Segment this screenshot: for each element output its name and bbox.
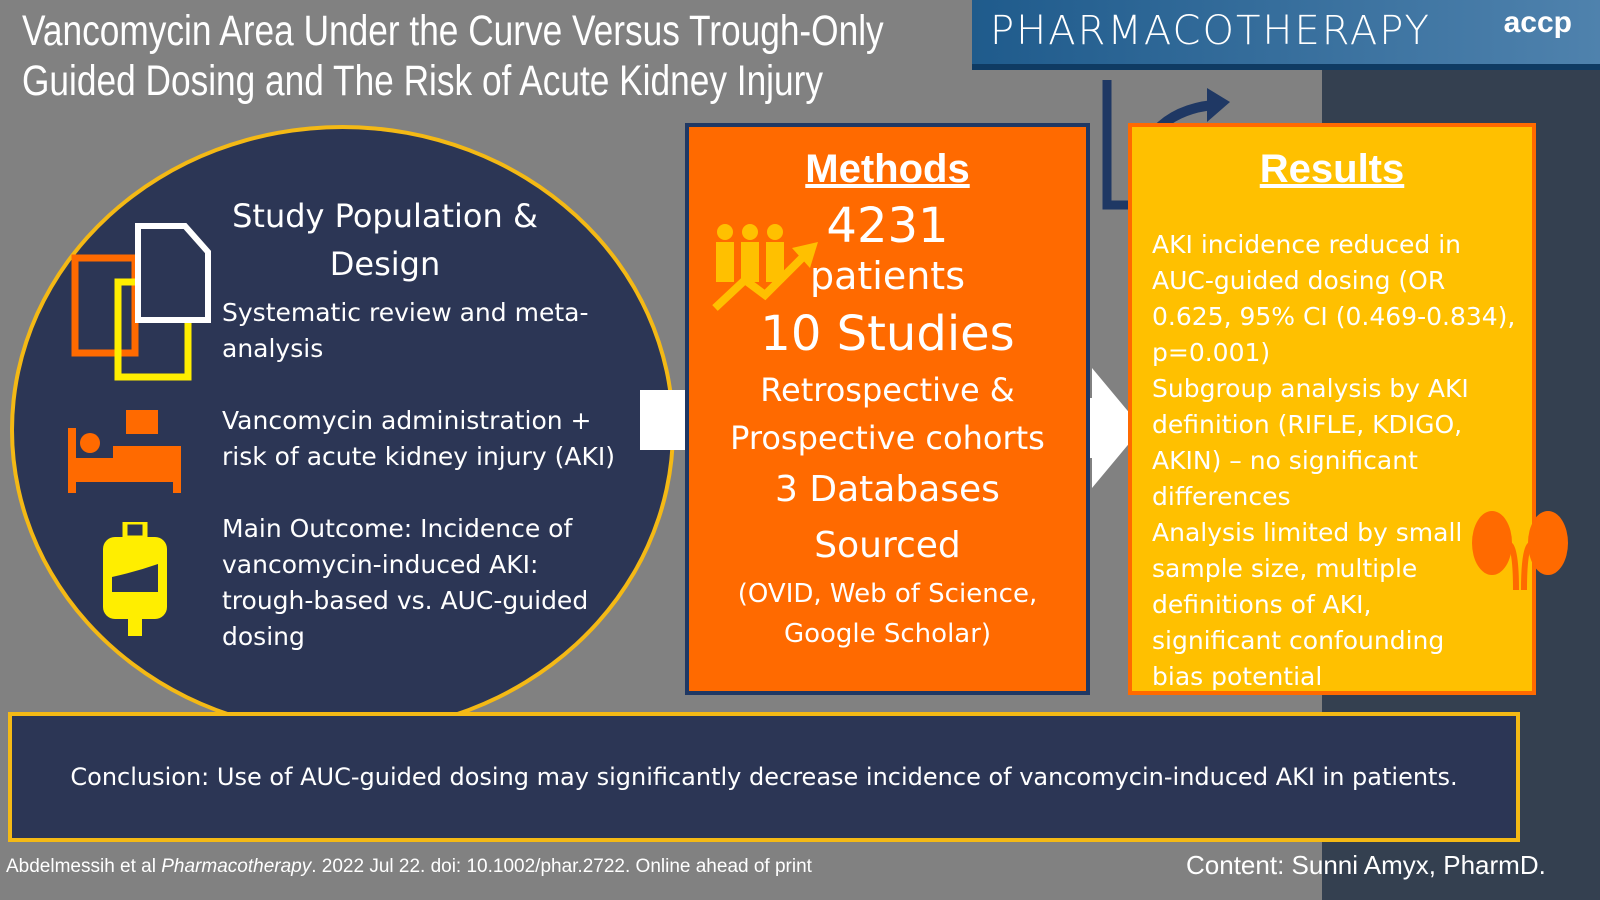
population-item: Vancomycin administration + risk of acut… [222, 406, 615, 471]
patients-label: patients [809, 254, 966, 298]
content-credit: Content: Sunni Amyx, PharmD. [1186, 850, 1546, 881]
result-item: AKI incidence reduced in AUC-guided dosi… [1152, 230, 1516, 367]
conclusion-text: Conclusion: Use of AUC-guided dosing may… [70, 763, 1458, 791]
credit-name: Sunni Amyx, PharmD. [1291, 850, 1546, 880]
methods-heading: Methods [805, 147, 970, 191]
kidneys-icon [1472, 511, 1568, 590]
result-item: Analysis limited by small sample size, m… [1152, 518, 1463, 691]
population-item: Systematic review and meta-analysis [222, 298, 589, 363]
population-growth-icon [712, 224, 818, 311]
citation-authors: Abdelmessih et al [6, 856, 162, 877]
conclusion-banner: Conclusion: Use of AUC-guided dosing may… [8, 712, 1520, 842]
iv-bag-icon [103, 522, 167, 636]
population-heading: Study Population & Design [232, 197, 538, 283]
study-population-panel [10, 125, 675, 735]
studies-count: 10 Studies [760, 306, 1015, 362]
population-item: Main Outcome: Incidence of vancomycin-in… [222, 514, 589, 651]
result-item: Subgroup analysis by AKI definition (RIF… [1152, 374, 1469, 511]
database-list: (OVID, Web of Science, Google Scholar) [737, 579, 1038, 649]
citation: Abdelmessih et al Pharmacotherapy. 2022 … [6, 856, 812, 878]
journal-name: PHARMACOTHERAPY [990, 8, 1431, 54]
page-title: Vancomycin Area Under the Curve Versus T… [22, 7, 884, 105]
citation-journal: Pharmacotherapy [161, 856, 312, 877]
accp-logo: accp [1503, 6, 1572, 39]
hospital-bed-icon [68, 410, 181, 493]
citation-details: . 2022 Jul 22. doi: 10.1002/phar.2722. O… [311, 856, 812, 877]
methods-panel: Methods 4231 patients 10 Studies Retrosp… [685, 123, 1090, 695]
databases-count: 3 Databases Sourced [775, 469, 1000, 566]
credit-label: Content: [1186, 850, 1292, 880]
results-heading: Results [1259, 147, 1405, 191]
journal-banner: PHARMACOTHERAPY accp [972, 0, 1600, 70]
study-design: Retrospective & Prospective cohorts [730, 371, 1045, 457]
documents-icon [71, 223, 211, 381]
patients-count: 4231 [826, 198, 949, 254]
results-panel: Results AKI incidence reduced in AUC-gui… [1128, 123, 1536, 695]
